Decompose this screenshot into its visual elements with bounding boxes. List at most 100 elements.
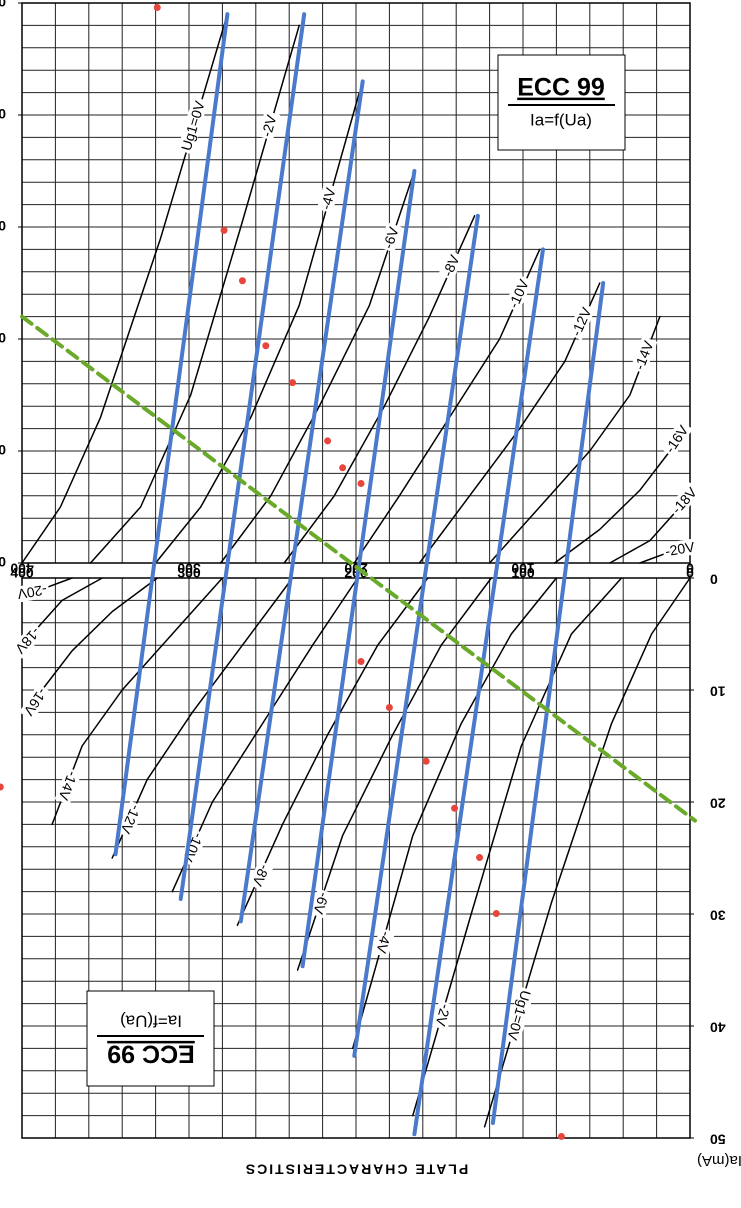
x-tick-label: 300 [177, 565, 201, 581]
curve-label-background [309, 888, 334, 919]
point [262, 342, 270, 350]
point [357, 658, 365, 666]
curve [351, 577, 558, 1050]
point [153, 3, 161, 11]
point [324, 437, 332, 445]
curve-label-group: -2V [431, 1000, 455, 1031]
x-tick-label: 0 [686, 560, 694, 576]
curve-label-group: -6V [309, 888, 334, 919]
curve-label-background [661, 538, 699, 560]
curve [483, 577, 691, 1128]
curve [236, 577, 429, 926]
curve-label-group: -6V [378, 222, 403, 253]
curve-label-background [431, 1000, 455, 1031]
curve-label-background [438, 250, 464, 281]
curve [89, 24, 300, 564]
curve-label-group: -20V [13, 581, 51, 603]
curve-label-background [116, 800, 146, 839]
curve-label: -20V [664, 538, 696, 559]
curve-label: -6V [380, 224, 402, 250]
curve-label-group: -2V [257, 110, 281, 141]
curve-label-background [566, 302, 596, 341]
curve [283, 215, 476, 564]
curve-label-group: -20V [661, 538, 699, 560]
point [422, 757, 430, 765]
point [238, 277, 246, 285]
curve-label-background [660, 420, 693, 458]
curve-label-background [177, 96, 209, 155]
overlay-line [20, 314, 697, 823]
point [492, 910, 500, 918]
curve-label-background [372, 927, 396, 958]
x-tick-label: 100 [511, 565, 535, 581]
curve [296, 577, 493, 971]
point [476, 854, 484, 862]
curve-label-background [248, 860, 274, 891]
y-tick-label: 0 [710, 571, 718, 587]
overlay-line [178, 12, 307, 901]
y-tick-label: 50 [710, 1131, 726, 1147]
x-tick-label: 0 [686, 565, 694, 581]
curve-label-background [257, 110, 281, 141]
curve-label: -20V [16, 582, 48, 603]
curve [21, 13, 229, 564]
curve-label-background [10, 622, 46, 659]
box-subtitle: Ia=f(Ua) [530, 110, 592, 129]
curve-label-background [19, 683, 52, 721]
curve-label-background [504, 274, 533, 313]
curve-label-background [630, 336, 658, 374]
x-tick-label: 400 [10, 560, 34, 576]
y-tick-label: 40 [710, 1019, 726, 1035]
y-tick-label: 40 [0, 106, 6, 122]
curve-label-group: -4V [316, 183, 340, 214]
overlay-line [113, 12, 230, 857]
y-tick-label: 10 [710, 683, 726, 699]
x-tick-label: 300 [177, 560, 201, 576]
point [357, 479, 365, 487]
point [220, 226, 228, 234]
overlay-line [412, 247, 545, 1137]
x-tick-label: 100 [511, 560, 535, 576]
legend-box [497, 54, 626, 151]
y-tick-label: 30 [710, 907, 726, 923]
box-title: ECC 99 [107, 1039, 195, 1067]
point [339, 464, 347, 472]
curve-label-background [503, 986, 535, 1045]
curve-label-group: -4V [372, 927, 396, 958]
point [451, 804, 459, 812]
curve [154, 91, 361, 564]
curve-label-background [378, 222, 403, 253]
curve-label-background [13, 581, 51, 603]
box-subtitle: Ia=f(Ua) [120, 1012, 182, 1031]
overlay-line [352, 213, 480, 1058]
y-tick-label: 30 [0, 218, 6, 234]
overlay-line [238, 79, 365, 924]
point [289, 379, 297, 387]
curve-label-background [54, 767, 82, 805]
overlay-line [490, 281, 606, 1125]
y-tick-label: 50 [0, 0, 6, 10]
curve-label: -2V [258, 113, 280, 139]
y-tick-label: 0 [0, 554, 6, 570]
curve-label: -4V [373, 930, 395, 956]
point [0, 783, 4, 791]
curve-label-background [316, 183, 340, 214]
curve-label: -2V [432, 1002, 454, 1028]
x-tick-label: 400 [10, 565, 34, 581]
point [385, 703, 393, 711]
point [557, 1132, 565, 1140]
y-axis-label: Ia(mA) [697, 1152, 741, 1169]
curve [219, 170, 416, 564]
box-title: ECC 99 [517, 74, 605, 102]
curve-label: -6V [310, 890, 332, 916]
plot: 010020030040001020304050Ug1=0V-2V-4V-6V-… [0, 0, 702, 1140]
curve-label-background [666, 482, 702, 519]
legend-box [86, 990, 215, 1087]
curve-label: -4V [317, 185, 339, 211]
y-tick-label: 10 [0, 442, 6, 458]
chart-title: PLATE CHARACTERISTICS [244, 1161, 469, 1177]
y-tick-label: 20 [0, 330, 6, 346]
